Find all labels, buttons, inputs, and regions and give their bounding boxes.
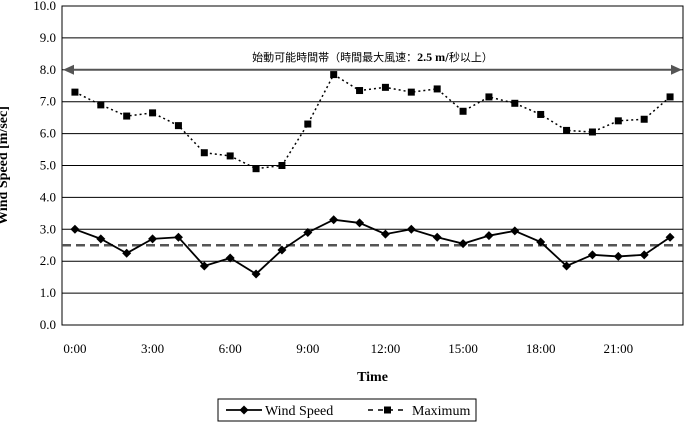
y-tick-label: 5.0 bbox=[40, 158, 56, 173]
legend-swatch-marker bbox=[384, 406, 391, 414]
data-point bbox=[149, 109, 157, 117]
y-tick-label: 3.0 bbox=[40, 221, 56, 236]
data-point bbox=[484, 231, 494, 241]
x-tick-label: 0:00 bbox=[63, 341, 86, 356]
x-tick-label: 9:00 bbox=[296, 341, 319, 356]
data-point bbox=[588, 128, 596, 136]
data-point bbox=[563, 126, 571, 134]
data-point bbox=[511, 99, 519, 107]
annotation-bold: 2.5 m bbox=[417, 50, 445, 64]
reference-lines bbox=[62, 64, 683, 247]
data-point bbox=[330, 71, 338, 79]
data-point bbox=[587, 250, 597, 260]
data-point bbox=[356, 87, 364, 95]
x-tick-label: 21:00 bbox=[604, 341, 634, 356]
data-point bbox=[459, 107, 467, 115]
series-wind-speed bbox=[70, 215, 675, 279]
x-tick-label: 12:00 bbox=[371, 341, 401, 356]
arrow-head-left bbox=[63, 64, 74, 75]
legend-label: Wind Speed bbox=[265, 404, 333, 419]
y-tick-label: 6.0 bbox=[40, 126, 56, 141]
data-point bbox=[329, 215, 339, 225]
y-tick-label: 8.0 bbox=[40, 62, 56, 77]
y-tick-label: 2.0 bbox=[40, 253, 56, 268]
data-point bbox=[510, 226, 520, 236]
data-point bbox=[537, 110, 545, 118]
series-line bbox=[74, 218, 671, 276]
annotation-suffix: /秒以上） bbox=[445, 50, 493, 64]
y-tick-label: 10.0 bbox=[33, 0, 56, 13]
data-point bbox=[640, 115, 648, 123]
data-point bbox=[380, 229, 390, 239]
x-tick-labels: 0:00 3:00 6:00 9:00 12:00 15:00 18:00 21:00 bbox=[63, 341, 633, 356]
data-point bbox=[665, 232, 675, 242]
x-axis-title: Time bbox=[357, 370, 388, 385]
data-point bbox=[433, 85, 441, 93]
data-point bbox=[97, 101, 105, 109]
series-layer bbox=[70, 71, 675, 279]
plot-area-frame bbox=[61, 5, 684, 326]
data-point bbox=[71, 88, 79, 96]
data-point bbox=[407, 88, 415, 96]
data-point bbox=[381, 83, 389, 91]
x-tick-label: 18:00 bbox=[526, 341, 556, 356]
legend-swatch-marker bbox=[239, 405, 249, 415]
legend: Wind Speed Maximum bbox=[217, 398, 477, 422]
data-point bbox=[536, 237, 546, 247]
data-point bbox=[225, 253, 235, 263]
data-point bbox=[174, 122, 182, 130]
y-tick-label: 4.0 bbox=[40, 189, 56, 204]
data-point bbox=[96, 234, 106, 244]
annotation-start-period: 始動可能時間帯（時間最大風速：2.5 m/秒以上） bbox=[252, 50, 493, 64]
legend-box bbox=[217, 398, 477, 422]
data-point bbox=[173, 232, 183, 242]
data-point bbox=[666, 93, 674, 101]
x-tick-label: 3:00 bbox=[141, 341, 164, 356]
y-tick-labels: 0.0 1.0 2.0 3.0 4.0 5.0 6.0 7.0 8.0 9.0 10.0 bbox=[33, 0, 56, 332]
data-point bbox=[123, 112, 131, 120]
x-tick-label: 6:00 bbox=[219, 341, 242, 356]
data-point bbox=[200, 149, 208, 157]
data-point bbox=[199, 261, 209, 271]
y-tick-label: 7.0 bbox=[40, 94, 56, 109]
data-point bbox=[355, 218, 365, 228]
data-point bbox=[562, 261, 572, 271]
data-point bbox=[432, 232, 442, 242]
data-point bbox=[485, 93, 493, 101]
y-axis-title: Wind Speed [m/sec] bbox=[0, 106, 11, 225]
data-point bbox=[70, 224, 80, 234]
data-point bbox=[251, 269, 261, 279]
legend-label: Maximum bbox=[412, 404, 470, 419]
y-tick-label: 1.0 bbox=[40, 285, 56, 300]
data-point bbox=[304, 120, 312, 128]
y-tick-label: 9.0 bbox=[40, 30, 56, 45]
data-point bbox=[303, 227, 313, 237]
data-point bbox=[252, 165, 260, 173]
annotation-prefix: 始動可能時間帯（時間最大風速： bbox=[252, 50, 417, 64]
series-maximum bbox=[71, 71, 674, 173]
data-point bbox=[613, 251, 623, 261]
data-point bbox=[458, 239, 468, 249]
data-point bbox=[122, 248, 132, 258]
data-point bbox=[277, 245, 287, 255]
data-point bbox=[148, 234, 158, 244]
y-tick-label: 0.0 bbox=[40, 317, 56, 332]
series-line bbox=[74, 73, 671, 170]
data-point bbox=[406, 224, 416, 234]
x-tick-label: 15:00 bbox=[448, 341, 478, 356]
data-point bbox=[226, 152, 234, 160]
arrow-head-right bbox=[671, 64, 682, 75]
data-point bbox=[614, 117, 622, 125]
data-point bbox=[639, 250, 649, 260]
data-point bbox=[278, 162, 286, 169]
